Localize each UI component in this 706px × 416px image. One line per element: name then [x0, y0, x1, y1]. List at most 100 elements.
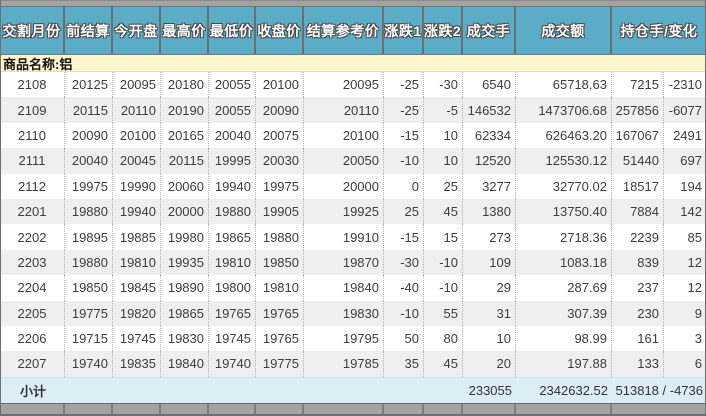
table-cell: -5 [424, 97, 463, 123]
table-cell: 161 [612, 325, 664, 352]
table-cell: 20090 [256, 97, 304, 123]
table-cell: 19820 [113, 300, 161, 326]
table-cell: -25 [384, 97, 424, 123]
cell-delivery-month: 2112 [0, 173, 65, 199]
table-cell: 237 [612, 275, 664, 301]
table-cell: 230 [612, 300, 664, 326]
table-cell: 20110 [113, 97, 161, 123]
table-cell: 19880 [65, 198, 113, 225]
table-cell: 0 [384, 173, 424, 199]
table-cell: -15 [384, 122, 424, 149]
table-body: 2108 20125 20095 20180 20055 20100 20095 -25 -30… [0, 72, 706, 377]
cell-delivery-month: 2203 [0, 249, 65, 276]
table-cell: 19975 [256, 173, 304, 199]
table-cell: 20095 [113, 72, 161, 98]
column-header: 交割月份 [0, 7, 65, 54]
table-cell: 839 [612, 249, 664, 276]
table-cell: 55 [424, 300, 463, 326]
table-cell: 142 [680, 204, 702, 220]
bottom-strip [0, 402, 706, 416]
bottom-strip-cell [463, 403, 516, 414]
table-cell: 19800 [209, 275, 256, 301]
table-cell: 19840 [304, 275, 384, 301]
cell-delivery-month: 2206 [0, 325, 65, 352]
table-cell: 2491 [673, 127, 702, 143]
table-row: 2110 20090 20100 20165 20040 20075 20100 -15 10 6… [0, 122, 706, 149]
table-cell: 19810 [209, 249, 256, 276]
table-cell: 19940 [113, 198, 161, 225]
table-cell: 307.39 [516, 300, 612, 326]
table-cell: 20050 [304, 148, 384, 174]
table-cell: 19845 [113, 275, 161, 301]
table-cell: 19775 [256, 351, 304, 377]
cell-delivery-month: 2204 [0, 275, 65, 301]
table-cell: 19990 [113, 173, 161, 199]
table-cell: 3 [694, 331, 702, 347]
subtotal-row: 小计 233055 2342632.52 513818 / -4736 [0, 376, 706, 403]
table-cell: 32770.02 [516, 173, 612, 199]
table-cell: -10 [384, 300, 424, 326]
table-cell: 19715 [65, 325, 113, 352]
table-cell: 19810 [256, 275, 304, 301]
column-header: 收盘价 [256, 7, 304, 54]
table-cell: -10 [384, 148, 424, 174]
table-cell: 20030 [256, 148, 304, 174]
table-cell: -15 [384, 224, 424, 250]
bottom-strip-cell [384, 403, 424, 414]
table-cell: 19840 [161, 351, 209, 377]
table-cell: 25 [424, 173, 463, 199]
subtotal-open-interest-change: 513818 / -4736 [615, 382, 703, 398]
product-name-label: 商品名称:铝 [3, 56, 73, 72]
table-cell: 13750.40 [516, 198, 612, 225]
table-cell: 273 [463, 224, 516, 250]
table-cell: 20095 [304, 72, 384, 98]
column-header: 最高价 [161, 7, 209, 54]
table-row: 2207 19740 19835 19840 19740 19775 19785 35 45 20… [0, 351, 706, 377]
table-cell: 19880 [209, 198, 256, 225]
top-strip [0, 0, 706, 7]
table-cell: 19785 [304, 351, 384, 377]
cell-delivery-month: 2108 [0, 72, 65, 98]
column-header: 今开盘 [113, 7, 161, 54]
table-cell: 20055 [209, 72, 256, 98]
table-cell: 20165 [161, 122, 209, 149]
table-cell: 19765 [256, 325, 304, 352]
table-cell: 20180 [161, 72, 209, 98]
table-cell: 19745 [209, 325, 256, 352]
table-cell: 19745 [113, 325, 161, 352]
bottom-strip-cell [0, 403, 65, 414]
table-cell: 12 [687, 280, 702, 296]
column-header: 涨跌1 [384, 7, 424, 54]
table-cell: 2239 [612, 224, 664, 250]
table-cell: -40 [384, 275, 424, 301]
table-cell: 125530.12 [516, 148, 612, 174]
column-header: 涨跌2 [424, 7, 463, 54]
table-cell: 25 [384, 198, 424, 225]
cell-delivery-month: 2201 [0, 198, 65, 225]
table-cell: 7215 [612, 72, 664, 98]
table-cell: 19740 [209, 351, 256, 377]
table-cell: 85 [687, 229, 702, 245]
table-cell: 19850 [65, 275, 113, 301]
column-header: 成交手 [463, 7, 516, 54]
bottom-strip-cell [304, 403, 384, 414]
cell-delivery-month: 2207 [0, 351, 65, 377]
table-cell: 20075 [256, 122, 304, 149]
table-cell: 19865 [161, 300, 209, 326]
table-row: 2204 19850 19845 19890 19800 19810 19840 -40 -10… [0, 275, 706, 301]
table-cell: 19870 [304, 249, 384, 276]
subtotal-label: 小计 [20, 383, 47, 399]
table-cell: 20090 [65, 122, 113, 149]
cell-delivery-month: 2111 [0, 148, 65, 174]
table-cell: 20115 [161, 148, 209, 174]
table-cell: 3277 [463, 173, 516, 199]
table-cell: 19905 [256, 198, 304, 225]
table-cell: 51440 [612, 148, 664, 174]
table-cell: 19830 [304, 300, 384, 326]
column-header: 结算参考价 [304, 7, 384, 54]
column-header: 前结算 [65, 7, 113, 54]
table-cell: 194 [680, 178, 702, 194]
table-cell: 10 [424, 122, 463, 149]
table-row: 2205 19775 19820 19865 19765 19765 19830 -10 55 3… [0, 300, 706, 326]
table-cell: 35 [384, 351, 424, 377]
